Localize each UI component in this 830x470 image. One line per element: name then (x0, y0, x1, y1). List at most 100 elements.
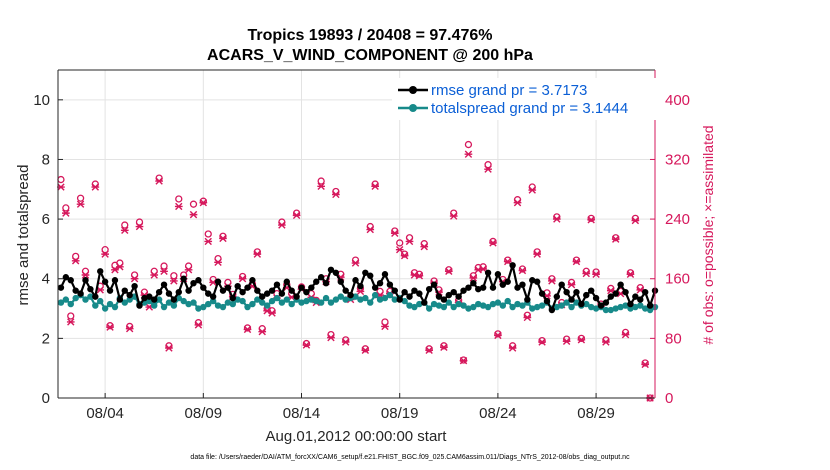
y-right-tick-label: 400 (665, 92, 690, 109)
rmse-point (229, 294, 236, 302)
obs-assimilated-point (626, 270, 635, 278)
totalspread-point (249, 300, 256, 308)
rmse-point (646, 302, 654, 309)
obs-assimilated-point (361, 346, 370, 354)
totalspread-point (573, 299, 580, 306)
obs-possible-point (400, 250, 409, 258)
obs-assimilated-point (400, 251, 409, 260)
obs-assimilated-point (449, 212, 458, 220)
rmse-point (371, 284, 379, 291)
x-tick-label: 08/24 (479, 405, 517, 422)
totalspread-point (646, 306, 654, 314)
chart-title-line1: Tropics 19893 / 20408 = 97.476% (247, 27, 492, 44)
rmse-point (430, 281, 438, 288)
obs-assimilated-point (219, 234, 227, 243)
obs-possible-point (106, 322, 114, 330)
totalspread-point (357, 296, 364, 303)
obs-assimilated-point (577, 336, 586, 344)
obs-possible-point (170, 272, 178, 280)
totalspread-point (62, 296, 70, 303)
totalspread-point (411, 303, 418, 311)
totalspread-point (219, 303, 227, 311)
rmse-point (342, 287, 349, 294)
y-tick-label: 8 (42, 151, 50, 168)
obs-assimilated-point (71, 257, 80, 265)
rmse-point (131, 282, 138, 290)
obs-assimilated-point (66, 318, 75, 326)
totalspread-point (278, 299, 286, 306)
obs-assimilated-point (548, 277, 556, 285)
obs-assimilated-point (440, 343, 448, 352)
y-tick-label: 2 (42, 330, 50, 347)
totalspread-point (322, 294, 330, 302)
x-tick-label: 08/04 (86, 405, 124, 422)
obs-possible-point (626, 269, 635, 277)
obs-possible-point (415, 270, 423, 278)
obs-assimilated-point (106, 323, 114, 331)
totalspread-point (568, 303, 575, 311)
legend-totalspread-marker (409, 104, 417, 112)
totalspread-point (303, 297, 310, 305)
obs-assimilated-point (508, 344, 517, 352)
legend: rmse grand pr = 3.7173 totalspread grand… (392, 78, 662, 120)
rmse-point (465, 284, 472, 291)
y-right-tick-label: 320 (665, 151, 690, 168)
rmse-point (524, 296, 531, 303)
totalspread-point (234, 296, 241, 303)
totalspread-point (190, 299, 197, 306)
rmse-point (484, 269, 492, 276)
rmse-point (475, 285, 482, 293)
rmse-point (205, 290, 212, 297)
totalspread-point (460, 302, 467, 309)
obs-assimilated-point (469, 274, 478, 282)
obs-possible-point (72, 252, 80, 261)
obs-assimilated-point (351, 259, 360, 267)
rmse-point (347, 291, 354, 299)
obs-possible-point (135, 218, 144, 226)
rmse-point (445, 291, 452, 299)
rmse-point (175, 288, 182, 296)
totalspread-point (465, 305, 472, 312)
rmse-point (622, 288, 629, 296)
plot-area (58, 70, 655, 398)
totalspread-point (317, 299, 325, 306)
totalspread-point (440, 303, 448, 311)
totalspread-point (200, 303, 207, 311)
totalspread-point (371, 291, 379, 299)
totalspread-point (533, 303, 541, 311)
totalspread-point (376, 296, 384, 303)
obs-assimilated-point (125, 324, 134, 333)
rmse-point (587, 287, 595, 294)
totalspread-point (87, 293, 94, 300)
rmse-point (641, 288, 649, 296)
totalspread-point (205, 300, 212, 308)
y-right-tick-label: 0 (665, 390, 673, 407)
rmse-point (558, 281, 565, 288)
obs-possible-point (121, 221, 129, 229)
rmse-point (224, 284, 232, 291)
obs-assimilated-point (258, 327, 267, 336)
totalspread-point (504, 297, 511, 305)
rmse-point (362, 269, 369, 276)
obs-assimilated-point (116, 263, 124, 271)
totalspread-point (244, 303, 251, 311)
obs-assimilated-point (611, 235, 620, 243)
rmse-point (87, 285, 94, 293)
rmse-point (504, 278, 511, 285)
rmse-point (146, 293, 153, 300)
obs-possible-point (489, 237, 497, 246)
obs-assimilated-point (184, 266, 193, 274)
rmse-point (195, 277, 202, 284)
rmse-point (141, 294, 148, 302)
data-file-footer: data file: /Users/raeder/DAI/ATM_forcXX/… (190, 454, 630, 461)
obs-assimilated-point (390, 229, 399, 237)
totalspread-point (563, 299, 570, 306)
obs-possible-point (518, 265, 527, 273)
obs-assimilated-point (621, 330, 630, 339)
y-right-tick-label: 160 (665, 271, 690, 288)
totalspread-point (268, 297, 276, 305)
totalspread-point (229, 300, 236, 308)
obs-assimilated-point (415, 272, 424, 280)
obs-assimilated-point (523, 313, 532, 322)
